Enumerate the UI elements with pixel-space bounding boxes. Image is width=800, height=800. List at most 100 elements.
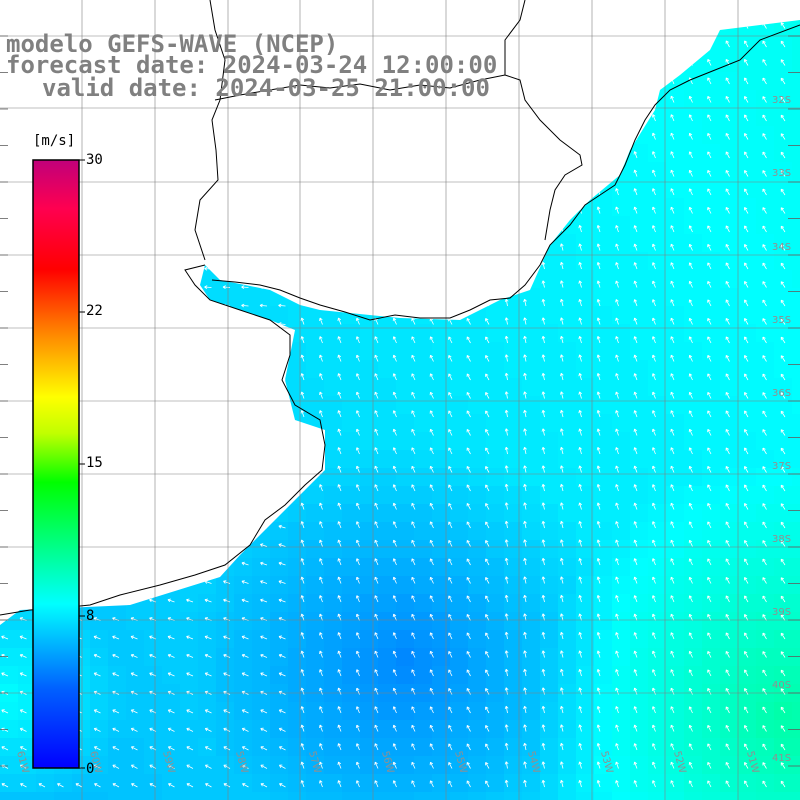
speed-cell xyxy=(594,720,612,738)
speed-cell xyxy=(360,756,378,774)
speed-cell xyxy=(288,180,306,198)
wind-arrow xyxy=(780,151,786,159)
speed-cell xyxy=(720,504,738,522)
speed-cell xyxy=(432,324,450,342)
speed-cell xyxy=(144,774,162,792)
wind-arrow xyxy=(278,635,286,640)
speed-cell xyxy=(576,450,594,468)
speed-cell xyxy=(612,576,630,594)
wind-arrow xyxy=(278,229,286,234)
speed-cell xyxy=(738,270,756,288)
wind-arrow xyxy=(0,543,9,547)
wind-arrow xyxy=(578,40,582,48)
speed-cell xyxy=(108,558,126,576)
speed-cell xyxy=(540,396,558,414)
speed-cell xyxy=(720,630,738,648)
wind-arrow xyxy=(259,469,268,474)
speed-cell xyxy=(792,360,800,378)
wind-arrow xyxy=(541,21,546,29)
wind-arrow xyxy=(356,4,359,10)
speed-cell xyxy=(756,756,774,774)
wind-arrow xyxy=(485,558,490,566)
wind-arrow xyxy=(130,137,138,142)
speed-cell xyxy=(396,234,414,252)
speed-cell xyxy=(360,486,378,504)
speed-cell xyxy=(360,522,378,540)
wind-arrow xyxy=(93,377,101,382)
wind-arrow xyxy=(578,706,582,714)
speed-cell xyxy=(126,432,144,450)
speed-cell xyxy=(792,630,800,648)
wind-arrow xyxy=(411,317,416,325)
wind-arrow xyxy=(411,502,416,510)
speed-cell xyxy=(126,414,144,432)
speed-cell xyxy=(162,144,180,162)
wind-arrow xyxy=(780,429,786,436)
wind-arrow xyxy=(167,322,175,326)
speed-cell xyxy=(342,378,360,396)
wind-arrow xyxy=(112,635,120,640)
speed-cell xyxy=(18,774,36,792)
speed-cell xyxy=(396,270,414,288)
wind-arrow xyxy=(448,669,453,677)
speed-cell xyxy=(432,594,450,612)
wind-arrow xyxy=(504,113,509,122)
speed-cell xyxy=(486,612,504,630)
wind-arrow xyxy=(725,650,730,658)
wind-arrow xyxy=(448,40,453,48)
speed-cell xyxy=(720,540,738,558)
speed-cell xyxy=(306,450,324,468)
speed-cell xyxy=(684,162,702,180)
speed-cell xyxy=(648,468,666,486)
wind-arrow xyxy=(707,761,712,769)
speed-cell xyxy=(126,702,144,720)
wind-arrow xyxy=(725,151,730,159)
wind-arrow xyxy=(112,580,120,584)
wind-arrow xyxy=(429,539,434,547)
speed-cell xyxy=(756,594,774,612)
wind-arrow xyxy=(523,594,527,603)
speed-cell xyxy=(558,432,576,450)
wind-arrow xyxy=(652,40,656,48)
wind-arrow xyxy=(707,484,712,492)
wind-arrow xyxy=(504,761,509,769)
wind-arrow xyxy=(633,280,638,288)
wind-arrow xyxy=(504,132,509,140)
speed-cell xyxy=(522,180,540,198)
wind-arrow xyxy=(112,709,120,714)
wind-arrow xyxy=(186,764,194,769)
wind-arrow xyxy=(392,188,397,196)
wind-arrow xyxy=(688,132,693,140)
speed-cell xyxy=(216,306,234,324)
speed-cell xyxy=(126,648,144,666)
wind-arrow xyxy=(74,119,83,124)
wind-arrow xyxy=(652,650,656,658)
wind-arrow xyxy=(615,650,619,658)
wind-arrow xyxy=(204,764,212,769)
speed-cell xyxy=(288,108,306,126)
speed-cell xyxy=(594,342,612,360)
wind-arrow xyxy=(337,465,342,473)
wind-arrow xyxy=(541,613,546,621)
wind-arrow xyxy=(241,174,249,179)
wind-arrow xyxy=(780,743,786,751)
wind-arrow xyxy=(319,539,323,547)
wind-arrow xyxy=(652,280,656,288)
wind-arrow xyxy=(93,543,101,547)
speed-cell xyxy=(612,738,630,756)
speed-cell xyxy=(594,108,612,126)
wind-arrow xyxy=(578,354,582,362)
wind-arrow xyxy=(223,635,231,640)
speed-cell xyxy=(504,504,522,522)
speed-cell xyxy=(468,702,486,720)
wind-arrow xyxy=(411,373,416,381)
speed-cell xyxy=(216,342,234,360)
speed-cell xyxy=(756,20,774,36)
wind-arrow xyxy=(578,687,582,695)
wind-arrow xyxy=(578,188,582,196)
speed-cell xyxy=(144,432,162,450)
speed-cell xyxy=(108,774,126,792)
speed-cell xyxy=(252,342,270,360)
speed-cell xyxy=(90,396,108,414)
wind-arrow xyxy=(523,631,527,640)
